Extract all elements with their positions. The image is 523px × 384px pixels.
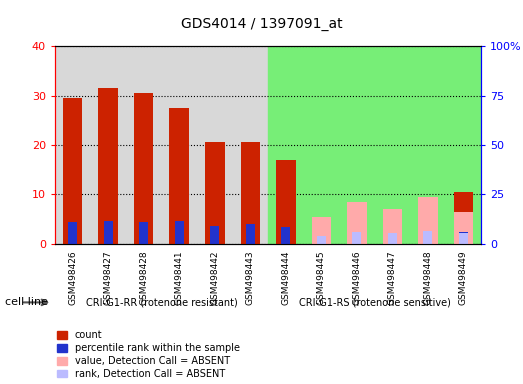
Bar [317,236,326,244]
Bar [210,226,219,244]
Bar [353,232,361,244]
Legend: count, percentile rank within the sample, value, Detection Call = ABSENT, rank, : count, percentile rank within the sample… [57,330,240,379]
Bar [347,202,367,244]
Bar [383,209,402,244]
Bar [69,222,77,244]
Text: cell line: cell line [5,297,48,308]
Bar [139,222,148,244]
Bar [418,197,438,244]
Bar [276,160,295,244]
Bar [453,212,473,244]
Bar [459,232,468,244]
Bar [388,233,397,244]
Bar [246,224,255,244]
Bar [424,231,433,244]
Bar [63,98,83,244]
Bar [169,108,189,244]
Bar [268,46,481,244]
Bar [281,227,290,244]
Bar [134,93,153,244]
Bar [459,233,468,244]
Bar [241,142,260,244]
Bar [453,192,473,244]
Bar [205,142,224,244]
Bar [312,217,331,244]
Text: CRI-G1-RR (rotenone resistant): CRI-G1-RR (rotenone resistant) [86,297,237,308]
Text: CRI-G1-RS (rotenone sensitive): CRI-G1-RS (rotenone sensitive) [299,297,450,308]
Text: GDS4014 / 1397091_at: GDS4014 / 1397091_at [180,17,343,31]
Bar [104,221,112,244]
Bar [175,221,184,244]
Bar [98,88,118,244]
Bar [55,46,268,244]
